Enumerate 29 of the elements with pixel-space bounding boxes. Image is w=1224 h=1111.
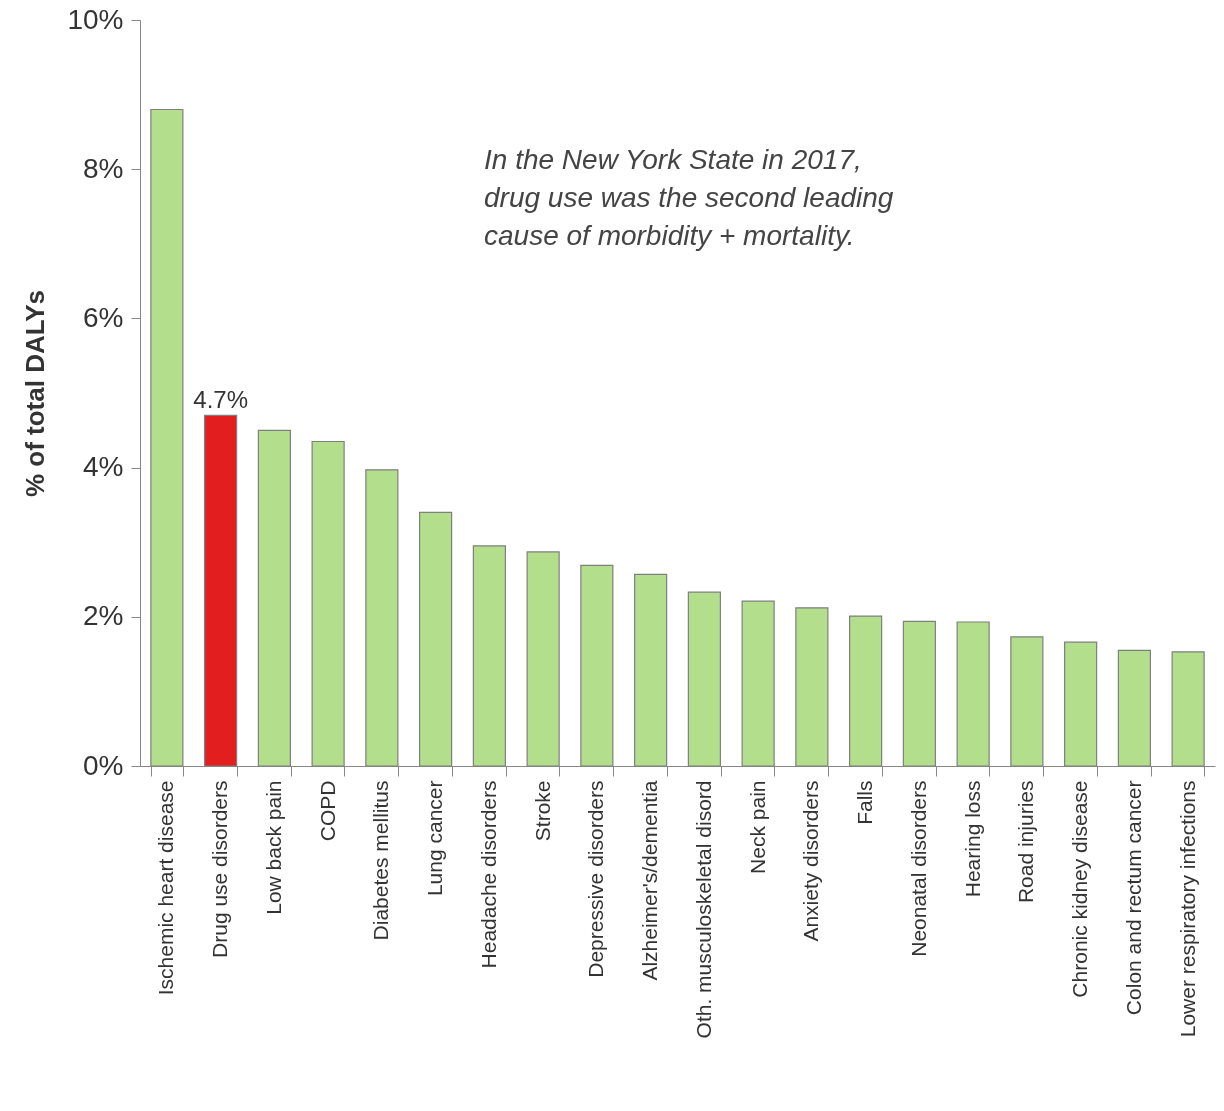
x-tick-label: Lower respiratory infections: [1175, 780, 1199, 1038]
y-tick-label: 10%: [67, 3, 124, 35]
x-tick-label: Chronic kidney disease: [1068, 780, 1092, 998]
x-tick-label: Drug use disorders: [208, 780, 232, 958]
y-tick-label: 2%: [83, 600, 124, 632]
y-tick-label: 4%: [83, 451, 124, 483]
x-tick-label: Headache disorders: [476, 780, 500, 969]
y-tick-label: 8%: [83, 152, 124, 184]
x-tick-label: Depressive disorders: [584, 780, 608, 978]
x-tick-label: Falls: [853, 780, 877, 825]
y-axis-title: % of total DALYs: [20, 289, 51, 498]
x-tick-label: Neck pain: [745, 780, 769, 874]
x-tick-label: Alzheimer's/dementia: [638, 780, 662, 981]
x-tick-label: Neonatal disorders: [906, 780, 930, 957]
annotation: In the New York State in 2017, drug use was the second leading cause of morbidity + mortality.: [484, 143, 894, 251]
data-label: 4.7%: [193, 386, 248, 414]
x-tick-label: Hearing loss: [960, 780, 984, 898]
x-tick-label: Lung cancer: [423, 780, 447, 897]
x-tick-label: Anxiety disorders: [799, 780, 823, 942]
x-tick-label: Ischemic heart disease: [154, 780, 178, 996]
y-tick-label: 6%: [83, 301, 124, 333]
x-tick-label: Low back pain: [261, 780, 285, 915]
x-tick-label: Stroke: [530, 780, 554, 842]
y-tick-label: 0%: [83, 749, 124, 781]
x-tick-label: Colon and rectum cancer: [1121, 780, 1145, 1016]
x-tick-label: Diabetes mellitus: [369, 780, 393, 941]
x-tick-label: COPD: [315, 780, 339, 842]
x-tick-label: Oth. musculoskeletal disord: [691, 780, 715, 1039]
x-tick-label: Road injuries: [1014, 780, 1038, 904]
